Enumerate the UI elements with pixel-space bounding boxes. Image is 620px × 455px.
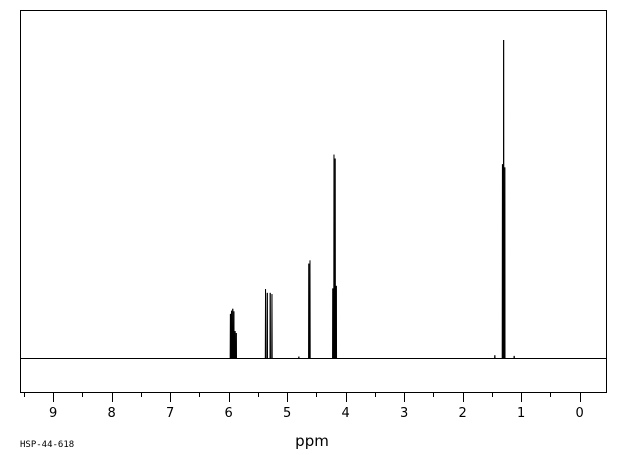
x-axis: 9 8 7 6 5 4 3 2 1 0 — [24, 392, 584, 421]
spectrum-trace — [21, 39, 606, 359]
plot-frame — [20, 10, 607, 393]
x-axis-title: ppm — [295, 432, 329, 450]
x-tick-label: 4 — [342, 406, 350, 421]
x-tick-label: 5 — [283, 406, 291, 421]
x-tick-label: 9 — [49, 406, 57, 421]
x-tick-label: 6 — [225, 406, 233, 421]
x-tick-label: 2 — [459, 406, 467, 421]
spectrum-id-label: HSP-44-618 — [20, 440, 74, 450]
x-tick-label: 0 — [576, 406, 584, 421]
x-tick-label: 1 — [517, 406, 525, 421]
x-tick-label: 7 — [166, 406, 174, 421]
x-tick-label: 8 — [108, 406, 116, 421]
x-tick-label: 3 — [400, 406, 408, 421]
